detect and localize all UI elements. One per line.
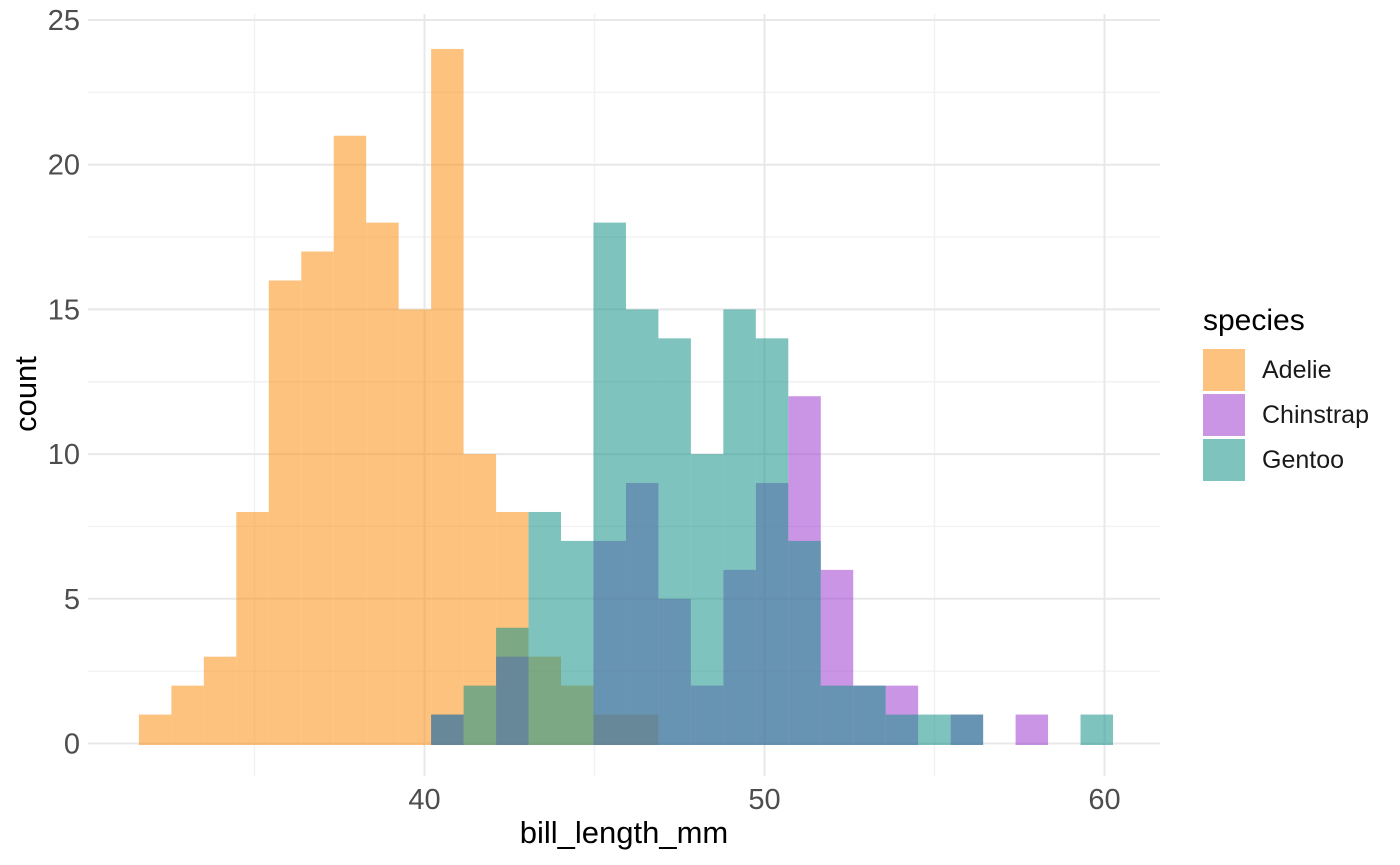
histogram-bar-gentoo xyxy=(593,222,626,745)
histogram-bar-gentoo xyxy=(496,627,529,745)
histogram-bar-adelie xyxy=(138,714,172,745)
histogram-bar-gentoo xyxy=(885,714,919,745)
series-gentoo xyxy=(431,222,1113,745)
legend-swatch-chinstrap-icon xyxy=(1203,394,1245,436)
histogram-bar-gentoo xyxy=(658,338,691,745)
y-tick-label: 10 xyxy=(48,439,80,471)
x-tick-label: 40 xyxy=(408,784,440,816)
legend-item-gentoo: Gentoo xyxy=(1203,439,1393,481)
legend: species Adelie Chinstrap Gentoo xyxy=(1203,303,1393,484)
x-tick-label: 60 xyxy=(1088,784,1120,816)
histogram-bar-adelie xyxy=(301,251,334,745)
histogram-bar-gentoo xyxy=(723,309,756,745)
histogram-bar-gentoo xyxy=(820,685,854,745)
legend-label: Adelie xyxy=(1262,355,1332,384)
x-axis-title: bill_length_mm xyxy=(520,815,729,850)
y-tick-label: 15 xyxy=(48,294,80,326)
legend-item-chinstrap: Chinstrap xyxy=(1203,394,1393,436)
histogram-bar-gentoo xyxy=(1080,714,1113,745)
histogram-bar-gentoo xyxy=(431,714,464,745)
histogram-bar-adelie xyxy=(171,685,204,745)
histogram-bar-gentoo xyxy=(690,454,724,745)
gridlines-major xyxy=(88,14,1160,776)
legend-swatch-gentoo-icon xyxy=(1203,439,1245,481)
y-tick-labels: 0 5 10 15 20 25 xyxy=(48,5,80,761)
histogram-bar-adelie xyxy=(268,280,302,745)
y-tick-label: 20 xyxy=(48,150,80,182)
legend-item-adelie: Adelie xyxy=(1203,349,1393,391)
x-tick-label: 50 xyxy=(748,784,780,816)
x-tick-labels: 40 50 60 xyxy=(408,784,1120,816)
legend-label: Chinstrap xyxy=(1262,400,1369,429)
histogram-bar-gentoo xyxy=(528,511,562,745)
histogram-bar-adelie xyxy=(236,511,269,745)
histogram-bar-chinstrap xyxy=(1015,714,1049,745)
histogram-bar-gentoo xyxy=(561,540,594,745)
axis-titles: bill_length_mm count xyxy=(8,356,728,850)
histogram-bar-gentoo xyxy=(788,540,821,745)
y-tick-label: 25 xyxy=(48,5,80,37)
y-tick-label: 0 xyxy=(64,729,80,761)
histogram-bar-gentoo xyxy=(918,714,951,745)
histogram-bar-adelie xyxy=(203,656,237,745)
histogram-bar-gentoo xyxy=(853,685,886,745)
y-tick-label: 5 xyxy=(64,584,80,616)
legend-title: species xyxy=(1203,304,1305,337)
histogram-bar-adelie xyxy=(431,48,464,745)
histogram-bar-adelie xyxy=(333,135,367,745)
y-axis-title: count xyxy=(8,356,43,432)
legend-label: Gentoo xyxy=(1262,445,1345,474)
histogram-bar-adelie xyxy=(398,309,432,745)
histogram-bar-gentoo xyxy=(950,714,984,745)
histogram-bar-gentoo xyxy=(755,338,789,745)
histogram-bar-gentoo xyxy=(625,309,659,745)
histogram-bar-gentoo xyxy=(463,685,497,745)
legend-swatch-adelie-icon xyxy=(1203,349,1245,391)
histogram-bar-adelie xyxy=(366,222,399,745)
